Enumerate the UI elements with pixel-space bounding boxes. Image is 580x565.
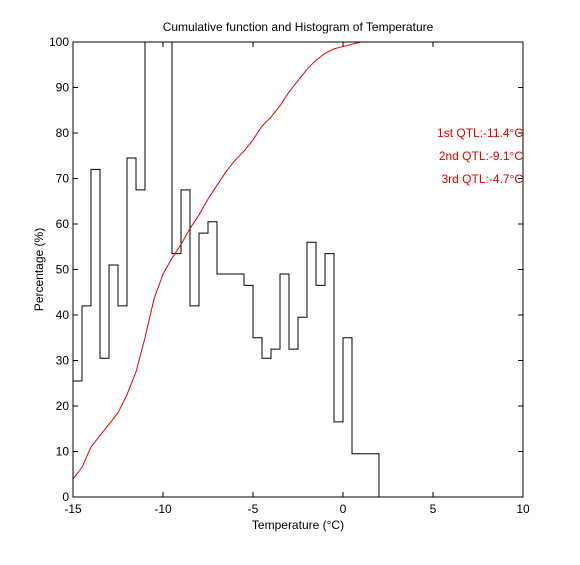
- y-tick-label: 10: [56, 445, 70, 459]
- x-tick-label: -5: [248, 502, 259, 516]
- plot-frame: [72, 41, 524, 498]
- cumulative-series: [72, 41, 523, 480]
- y-tick-label: 50: [56, 263, 70, 277]
- y-axis-label: Percentage (%): [32, 228, 46, 311]
- x-tick-label: 10: [516, 502, 530, 516]
- y-tick-label: 0: [62, 490, 69, 504]
- quartile-annotation: 2nd QTL:-9.1°C: [439, 149, 524, 163]
- chart-title: Cumulative function and Histogram of Tem…: [163, 20, 434, 34]
- y-tick-label: 30: [56, 354, 70, 368]
- series-layer: [72, 41, 523, 497]
- x-axis-label: Temperature (°C): [252, 518, 344, 532]
- y-tick-label: 100: [49, 35, 69, 49]
- annotation-layer: 1st QTL:-11.4°C 2nd QTL:-9.1°C 3rd QTL:-4.…: [437, 126, 523, 186]
- y-tick-label: 60: [56, 217, 70, 231]
- y-tick-label: 40: [56, 308, 70, 322]
- quartile-annotation: 1st QTL:-11.4°C: [437, 126, 523, 140]
- x-tick-label: 5: [430, 502, 437, 516]
- plot-area: [73, 42, 523, 497]
- histogram-series: [72, 41, 380, 497]
- x-tick-label: -15: [64, 502, 82, 516]
- y-tick-label: 80: [56, 126, 70, 140]
- y-tick-label: 70: [56, 172, 70, 186]
- x-tick-label: -10: [154, 502, 172, 516]
- y-tick-label: 20: [56, 399, 70, 413]
- x-tick-label: 0: [340, 502, 347, 516]
- quartile-annotation: 3rd QTL:-4.7°C: [442, 172, 524, 186]
- y-tick-label: 90: [56, 81, 70, 95]
